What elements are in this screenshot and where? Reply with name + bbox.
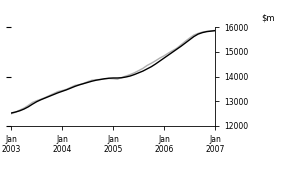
Text: $m: $m xyxy=(261,13,275,22)
